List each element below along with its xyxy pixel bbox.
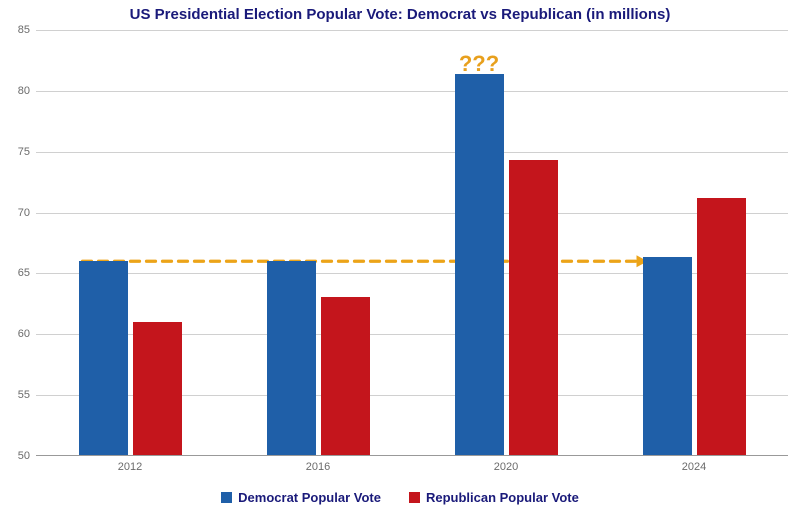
x-tick-label: 2020 <box>494 455 518 473</box>
question-marks-annotation: ??? <box>459 51 499 77</box>
y-tick-label: 75 <box>18 146 36 158</box>
gridline <box>36 91 788 92</box>
y-tick-label: 55 <box>18 389 36 401</box>
y-tick-label: 85 <box>18 24 36 36</box>
republican-bar <box>509 160 558 455</box>
gridline <box>36 30 788 31</box>
y-tick-label: 60 <box>18 328 36 340</box>
gridline <box>36 152 788 153</box>
chart-container: US Presidential Election Popular Vote: D… <box>0 0 800 514</box>
plot-area: 50556065707580852012201620202024??? <box>36 30 788 456</box>
democrat-bar <box>79 261 128 455</box>
republican-bar <box>697 198 746 455</box>
legend-label: Republican Popular Vote <box>426 490 579 505</box>
republican-bar <box>321 297 370 455</box>
x-tick-label: 2024 <box>682 455 706 473</box>
legend-item-democrat: Democrat Popular Vote <box>221 490 381 505</box>
gridline <box>36 213 788 214</box>
y-tick-label: 80 <box>18 85 36 97</box>
x-tick-label: 2016 <box>306 455 330 473</box>
legend-swatch <box>409 492 420 503</box>
legend-swatch <box>221 492 232 503</box>
chart-title: US Presidential Election Popular Vote: D… <box>0 6 800 23</box>
democrat-bar <box>455 74 504 455</box>
democrat-bar <box>643 257 692 455</box>
republican-bar <box>133 322 182 455</box>
y-tick-label: 65 <box>18 267 36 279</box>
legend-label: Democrat Popular Vote <box>238 490 381 505</box>
legend: Democrat Popular Vote Republican Popular … <box>0 490 800 506</box>
y-tick-label: 50 <box>18 450 36 462</box>
legend-item-republican: Republican Popular Vote <box>409 490 579 505</box>
x-tick-label: 2012 <box>118 455 142 473</box>
democrat-bar <box>267 261 316 455</box>
y-tick-label: 70 <box>18 207 36 219</box>
